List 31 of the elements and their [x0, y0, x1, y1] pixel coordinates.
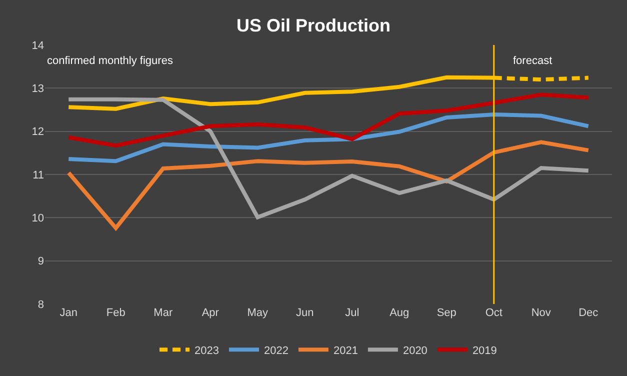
x-tick-label: Jan — [60, 307, 78, 319]
legend-label: 2023 — [194, 344, 219, 357]
x-tick-label: Jun — [296, 307, 314, 319]
x-tick-label: Jul — [345, 307, 360, 319]
y-tick-label: 14 — [32, 40, 44, 52]
annotation: confirmed monthly figures — [47, 55, 174, 67]
y-tick-label: 11 — [32, 169, 44, 182]
x-tick-label: Feb — [106, 307, 126, 319]
legend-label: 2019 — [472, 344, 497, 357]
y-tick-label: 10 — [32, 212, 44, 225]
legend-label: 2021 — [333, 344, 358, 357]
line-series — [66, 112, 590, 164]
x-tick-label: Apr — [202, 307, 220, 319]
y-tick-label: 12 — [32, 126, 44, 138]
line-series — [66, 140, 590, 230]
x-tick-label: Aug — [390, 307, 410, 319]
y-tick-label: 13 — [32, 83, 44, 96]
x-tick-label: Dec — [578, 307, 599, 319]
legend-label: 2022 — [264, 344, 288, 357]
line-series — [66, 97, 590, 220]
x-tick-label: May — [247, 307, 269, 319]
x-tick-label: Nov — [531, 307, 552, 319]
y-tick-label: 8 — [38, 298, 44, 311]
line-series — [66, 92, 590, 148]
y-tick-label: 9 — [38, 256, 44, 268]
annotation: forecast — [513, 55, 552, 67]
x-tick-label: Oct — [485, 307, 502, 319]
x-tick-label: Mar — [154, 307, 173, 319]
legend-label: 2020 — [402, 344, 428, 357]
chart-title: US Oil Production — [236, 15, 391, 36]
x-tick-label: Sep — [436, 307, 456, 319]
